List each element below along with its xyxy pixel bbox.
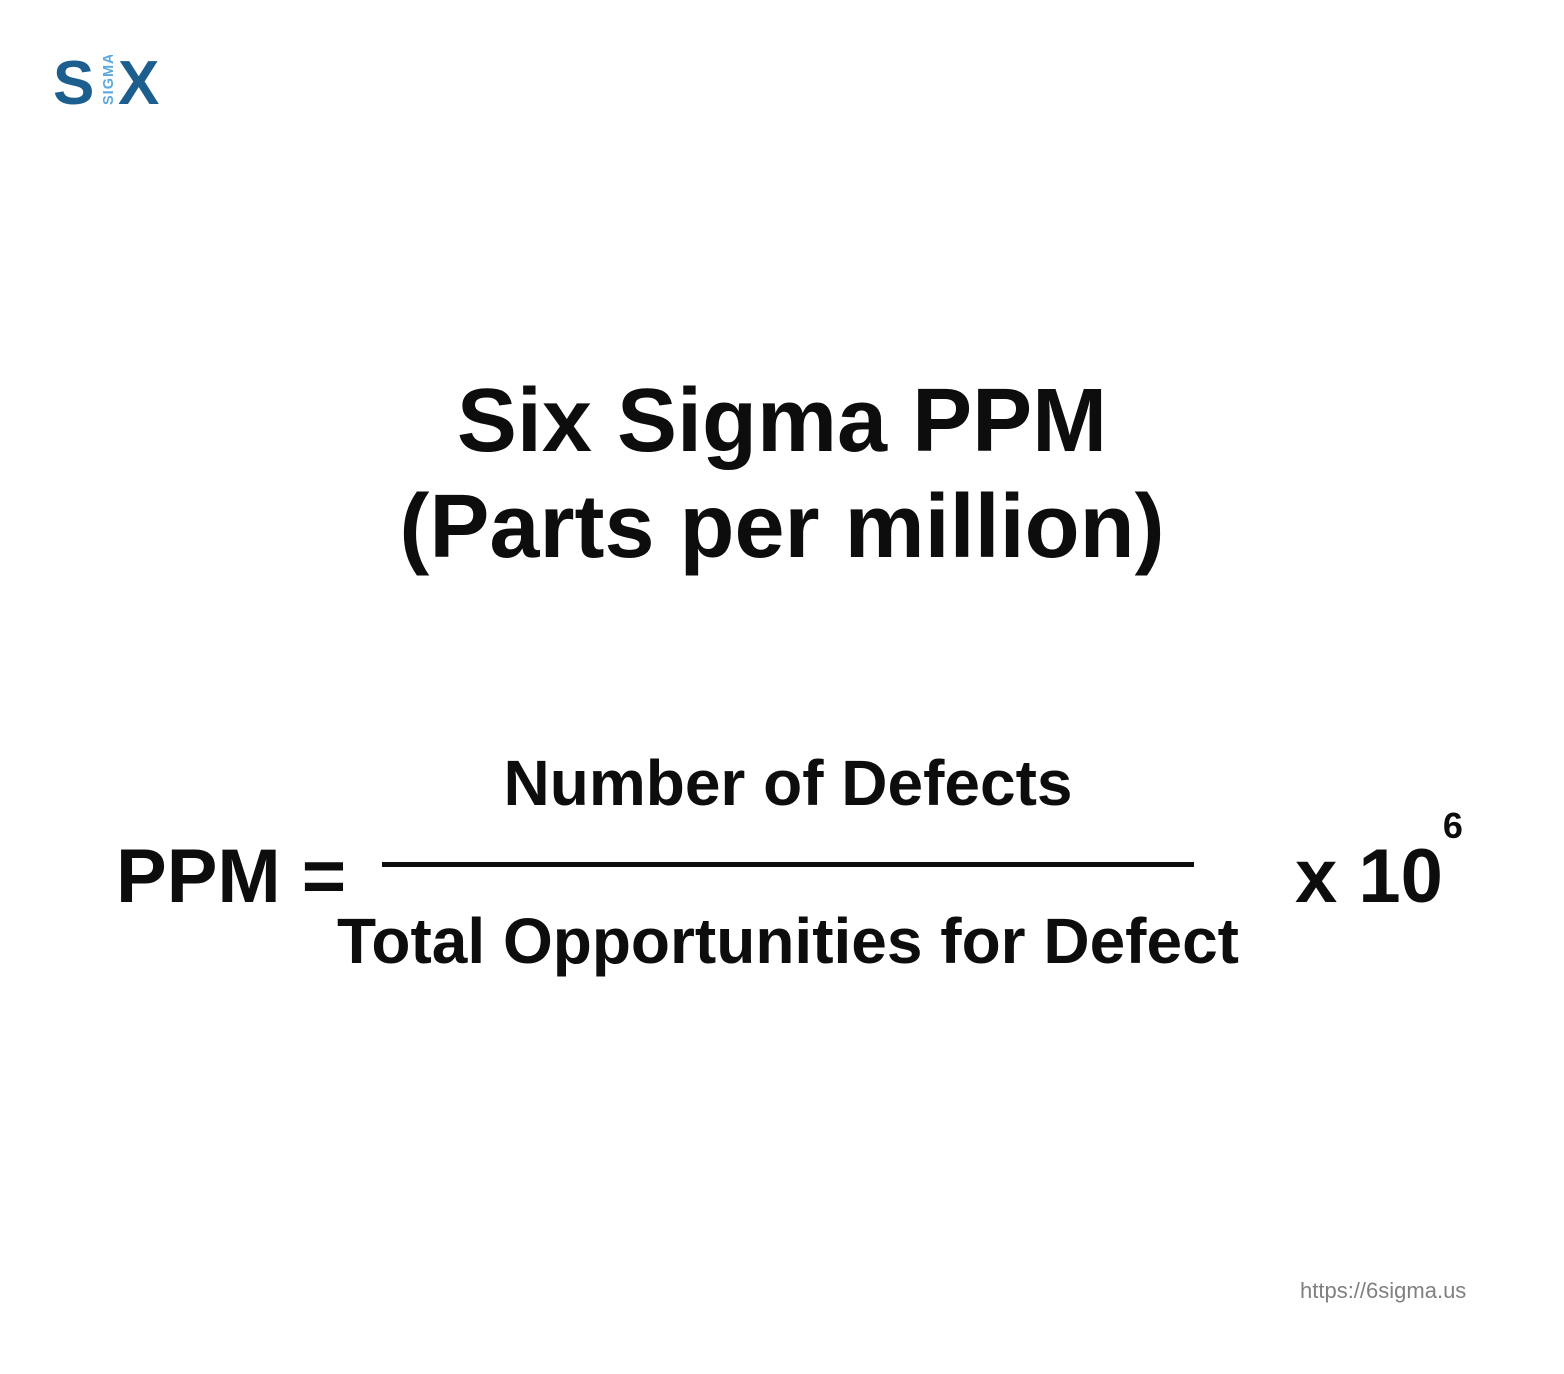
svg-text:S: S: [53, 55, 93, 115]
svg-text:SIGMA: SIGMA: [101, 55, 117, 105]
svg-text:X: X: [118, 55, 159, 115]
